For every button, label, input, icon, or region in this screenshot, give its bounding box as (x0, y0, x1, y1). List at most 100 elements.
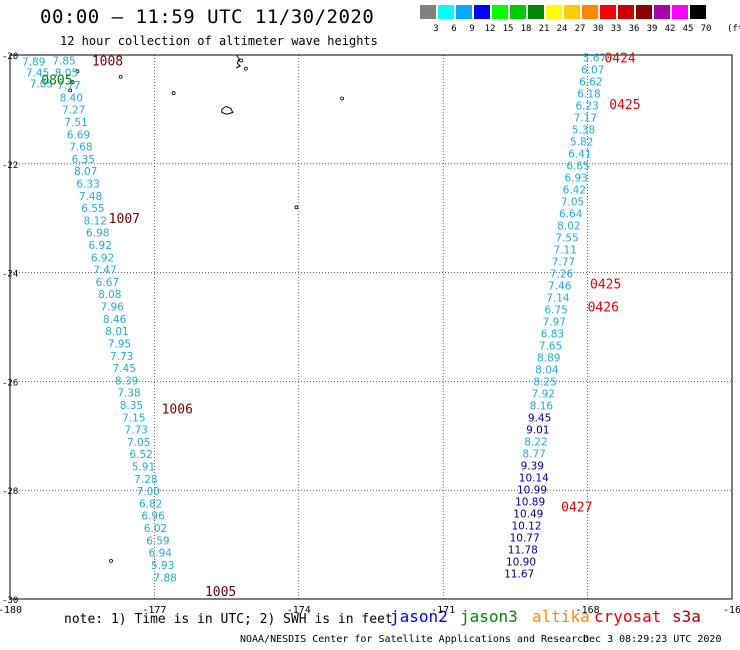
x-tick-label: -180 (0, 605, 22, 616)
island-marker (109, 559, 113, 563)
island-marker (118, 74, 123, 79)
legend-label: 45 (682, 24, 694, 34)
wave-height-label: 9.45 (528, 413, 551, 425)
legend-swatch (438, 5, 454, 19)
pass-time-label: 0425 (590, 277, 621, 292)
wave-height-label: 10.77 (510, 533, 540, 545)
wave-height-label: 6.35 (72, 154, 95, 166)
pass-time-label: 0805 (41, 73, 72, 88)
wave-height-label: 8.05 (55, 68, 78, 80)
legend-label: 42 (664, 24, 676, 34)
credit-line: NOAA/NESDIS Center for Satellite Applica… (240, 634, 590, 645)
wave-height-label: 6.65 (566, 161, 589, 173)
y-tick-label: -30 (2, 596, 18, 606)
wave-height-label: 7.26 (550, 269, 574, 281)
legend-swatch (492, 5, 508, 19)
island-haapai (235, 54, 242, 69)
legend-label: 36 (628, 24, 640, 34)
x-tick-label: -168 (576, 605, 600, 616)
island-marker (243, 66, 248, 71)
wave-height-label: 6.23 (575, 101, 598, 113)
footer-note: note: 1) Time is in UTC; 2) SWH is in fe… (64, 612, 393, 627)
wave-height-label: 8.46 (103, 314, 127, 326)
wave-height-label: 7.05 (127, 437, 150, 449)
wave-height-label: 6.42 (563, 185, 586, 197)
wave-height-label: 7.45 (26, 67, 49, 79)
legend-label: 39 (646, 24, 658, 34)
island-marker (75, 69, 80, 74)
legend-swatch (510, 5, 526, 19)
island-marker (70, 80, 75, 85)
wave-height-label: 6.64 (559, 209, 583, 221)
wave-height-label: 8.25 (533, 377, 556, 389)
wave-height-label: 6.67 (96, 277, 119, 289)
pass-time-label: 1007 (109, 212, 140, 227)
wave-height-label: 10.90 (506, 557, 536, 569)
wave-height-label: 7.55 (555, 233, 578, 245)
wave-height-label: 6.41 (568, 149, 591, 161)
wave-height-label: 10.14 (519, 473, 549, 485)
legend-label: 30 (592, 24, 604, 34)
pass-time-label: 0424 (604, 52, 635, 67)
map-frame (9, 54, 733, 600)
wave-height-label: 6.18 (577, 89, 600, 101)
wave-height-label: 6.33 (76, 178, 99, 190)
page-title: 00:00 — 11:59 UTC 11/30/2020 (40, 6, 375, 28)
wave-height-label: 8.08 (98, 289, 121, 301)
legend-swatch (654, 5, 670, 19)
wave-height-label: 5.93 (151, 560, 174, 572)
wave-height-label: 7.73 (110, 351, 133, 363)
y-tick-label: -26 (2, 378, 18, 388)
legend-label: 24 (556, 24, 568, 34)
wave-height-label: 10.99 (517, 485, 547, 497)
x-tick-label: -16 (723, 605, 740, 616)
pass-time-label: 0426 (588, 300, 619, 315)
x-tick-label: -171 (431, 605, 455, 616)
wave-height-label: 7.96 (100, 302, 124, 314)
wave-height-label: 7.73 (125, 425, 148, 437)
wave-height-label: 7.05 (30, 78, 53, 90)
wave-height-label: 7.05 (561, 197, 584, 209)
wave-height-label: 8.04 (535, 365, 559, 377)
pass-time-label: 0427 (561, 501, 592, 516)
wave-height-label: 10.12 (511, 521, 541, 533)
wave-height-label: 7.27 (62, 105, 85, 117)
island-marker (68, 88, 73, 93)
wave-height-label: 9.01 (526, 425, 549, 437)
wave-height-label: 5.38 (572, 125, 595, 137)
legend-swatch (528, 5, 544, 19)
wave-height-label: 8.22 (524, 437, 547, 449)
page-subtitle: 12 hour collection of altimeter wave hei… (60, 34, 378, 48)
island-tongatapu (221, 105, 234, 115)
legend-label: 6 (451, 24, 457, 34)
legend-swatch (564, 5, 580, 19)
wave-height-label: 6.69 (67, 129, 90, 141)
wave-height-label: 6.75 (544, 305, 567, 317)
wave-height-label: 11.67 (504, 569, 534, 581)
wave-height-label: 6.59 (146, 535, 169, 547)
legend-swatch (618, 5, 634, 19)
wave-height-label: 7.48 (79, 191, 102, 203)
y-tick-label: -24 (2, 270, 18, 280)
wave-height-label: 7.00 (137, 486, 160, 498)
island-marker (171, 91, 176, 95)
wave-height-label: 6.92 (88, 240, 111, 252)
wave-height-label: 5.91 (132, 462, 155, 474)
legend-label: 21 (538, 24, 550, 34)
legend-unit: (ft) (727, 24, 740, 34)
wave-height-label: 6.02 (144, 523, 167, 535)
generation-timestamp: Dec 3 08:29:23 UTC 2020 (583, 634, 722, 645)
wave-height-label: 6.96 (141, 511, 165, 523)
wave-height-label: 7.11 (554, 245, 577, 257)
legend-swatch (600, 5, 616, 19)
wave-height-label: 6.55 (81, 203, 104, 215)
wave-height-label: 9.39 (521, 461, 544, 473)
wave-height-label: 7.88 (153, 572, 176, 584)
wave-height-label: 6.93 (564, 173, 587, 185)
wave-height-label: 11.78 (508, 545, 538, 557)
wave-height-label: 8.02 (557, 221, 580, 233)
mission-label: s3a (672, 607, 701, 626)
wave-height-label: 7.46 (548, 281, 572, 293)
pass-time-label: 1008 (92, 54, 123, 69)
